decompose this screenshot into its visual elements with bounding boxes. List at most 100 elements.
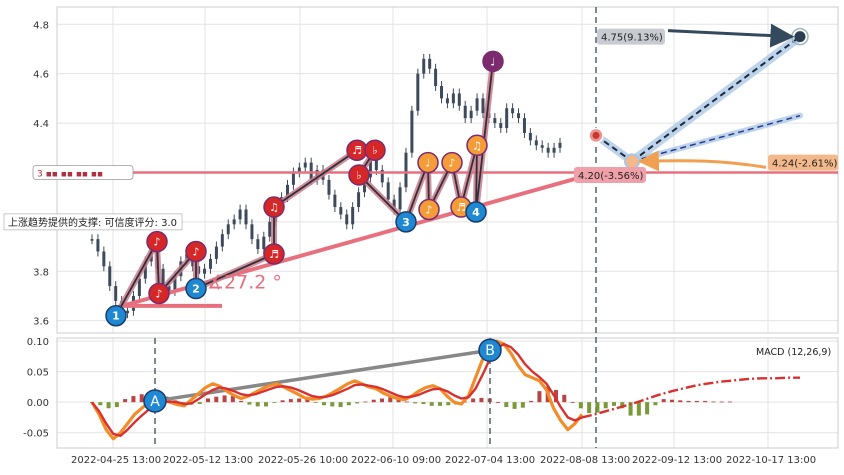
macd-histogram-bar: [471, 398, 476, 403]
macd-histogram-bar: [297, 398, 302, 403]
macd-histogram-bar: [131, 396, 136, 403]
candle-body: [226, 224, 230, 235]
macd-histogram-bar: [380, 398, 384, 403]
macd-histogram-bar: [686, 400, 691, 403]
candle-body: [161, 268, 165, 287]
candle-body: [351, 207, 355, 225]
candle-body: [475, 98, 479, 111]
candle-body: [137, 278, 141, 296]
macd-histogram-bar: [222, 395, 227, 403]
macd-tick-label: -0.05: [23, 429, 49, 440]
macd-histogram-bar: [429, 402, 434, 406]
candle-body: [451, 93, 455, 104]
candle-body: [143, 261, 147, 279]
wave-count-label: 3: [402, 216, 410, 229]
projection-label-text: 4.24(-2.61%): [772, 159, 838, 170]
macd-histogram-bar: [388, 397, 393, 403]
candle-body: [546, 147, 550, 153]
candle-body: [244, 209, 248, 225]
macd-histogram-bar: [139, 394, 144, 403]
support-badge-box: [32, 165, 134, 180]
candle-body: [534, 140, 538, 146]
macd-histogram-bar: [636, 402, 641, 416]
support-callout-box: [3, 213, 183, 231]
divergence-marker-label: A: [150, 394, 160, 410]
wave-note-label: ♪: [425, 204, 432, 217]
wave-note-marker: [263, 243, 285, 265]
macd-histogram-bar: [330, 402, 335, 407]
macd-histogram-bar: [214, 396, 219, 403]
candle-body: [250, 224, 254, 240]
macd-histogram-bar: [239, 400, 244, 403]
macd-histogram-bar: [587, 402, 592, 414]
wave-note-label: ♭: [372, 144, 377, 157]
candle-body: [469, 110, 473, 119]
wave-note-label: ♩: [490, 55, 495, 68]
candle-body: [522, 118, 526, 133]
candle-body: [505, 108, 509, 129]
macd-histogram-bar: [694, 400, 699, 403]
wave-note-marker: [441, 151, 463, 174]
macd-tick-label: 0.05: [27, 368, 49, 379]
projection-label-text: 4.20(-3.56%): [578, 171, 644, 182]
macd-histogram-bar: [595, 402, 600, 413]
macd-histogram-bar: [719, 401, 724, 403]
x-tick-label: 2022-07-04 13:00: [445, 455, 535, 466]
candle-body: [380, 170, 384, 183]
candle-body: [416, 73, 420, 111]
projection-label-box: [574, 166, 646, 183]
candle-body: [102, 251, 106, 267]
price-tick-label: 3.8: [33, 267, 49, 278]
wave-note-label: ♬: [269, 248, 279, 261]
macd-histogram-bar: [206, 398, 210, 403]
wave-count-label: 2: [192, 283, 200, 296]
price-tick-label: 4.8: [33, 20, 49, 31]
candle-body: [368, 160, 372, 178]
candle-body: [528, 132, 532, 141]
macd-histogram-bar: [247, 402, 252, 405]
candle-body: [303, 162, 307, 168]
pivot-marker: [624, 153, 640, 170]
macd-histogram-bar: [106, 402, 111, 409]
macd-histogram-bar: [496, 402, 500, 403]
projection-label-text: 4.75(9.13%): [601, 33, 663, 44]
wave-note-marker: [146, 230, 168, 253]
candle-body: [297, 167, 301, 173]
candle-body: [463, 105, 467, 119]
price-tick-label: 4.6: [33, 70, 49, 81]
macd-histogram-bar: [322, 402, 326, 406]
macd-histogram-bar: [404, 401, 409, 403]
candle-body: [552, 147, 556, 153]
candle-body: [434, 68, 438, 87]
candle-body: [558, 142, 562, 148]
price-tick-label: 3.6: [33, 317, 49, 328]
macd-histogram-bar: [114, 402, 119, 408]
macd-histogram-bar: [645, 402, 650, 415]
candle-body: [256, 239, 260, 250]
wave-note-marker: [418, 198, 440, 221]
candle-body: [285, 184, 289, 198]
candle-body: [511, 108, 515, 114]
wave-note-label: ♪: [192, 246, 199, 259]
macd-histogram-bar: [255, 402, 260, 407]
candle-body: [481, 98, 485, 114]
macd-histogram-bar: [98, 402, 103, 406]
wave-count-label: 4: [472, 206, 480, 219]
current-price-marker-core: [592, 131, 600, 139]
candle-body: [339, 207, 343, 215]
macd-histogram-bar: [338, 402, 343, 408]
macd-title: MACD (12,26,9): [756, 347, 831, 358]
macd-histogram-bar: [620, 402, 625, 409]
target-arrow: [667, 23, 795, 48]
candle-body: [422, 58, 426, 74]
candle-body: [345, 214, 349, 225]
macd-histogram-bar: [661, 399, 666, 403]
macd-tick-label: 0.00: [27, 398, 49, 409]
macd-histogram-bar: [197, 402, 202, 404]
candle-body: [428, 58, 432, 69]
divergence-marker: [143, 389, 167, 413]
candle-body: [404, 152, 408, 188]
macd-histogram-bar: [371, 399, 376, 403]
candle-body: [398, 187, 402, 210]
